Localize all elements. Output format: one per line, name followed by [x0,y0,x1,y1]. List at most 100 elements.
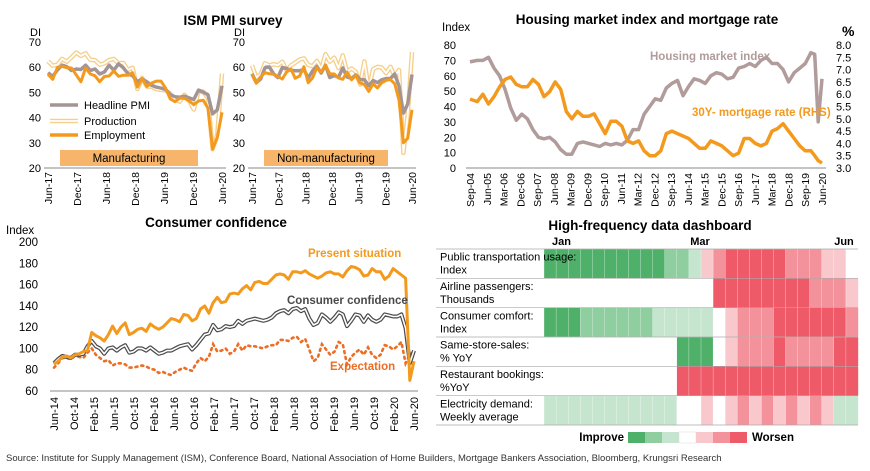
high-frequency-dashboard: Jan Mar Jun Public transportation usage: Ind… [436,236,859,444]
dashboard-cell [809,336,823,367]
dashboard-cell [773,248,787,279]
dashboard-cell [773,307,787,338]
confidence-xtick: Feb-16 [149,397,161,432]
housing-y2tick: 3.0 [836,163,851,175]
dashboard-cell [737,336,750,367]
housing-index-line [469,50,824,156]
ism-xtick: Dec-17 [72,172,84,206]
dashboard-legend-swatch [645,432,662,443]
dashboard-cell [833,278,847,309]
dashboard-row-label: Airline passengers: Thousands [440,281,534,306]
dashboard-cell [628,248,642,279]
dashboard-cell [640,336,654,367]
confidence-xtick: Jun-20 [409,397,421,431]
dashboard-cell [797,278,811,309]
dashboard-legend-swatch [628,432,645,443]
dashboard-cell [604,366,618,397]
dashboard-cell [725,307,738,338]
dashboard-title: High-frequency data dashboard [548,218,751,233]
dashboard-cell [676,307,690,338]
confidence-xtick: Jun-17 [229,397,241,431]
dashboard-cell [543,307,557,338]
expectation-label: Expectation [330,361,395,373]
dashboard-cell [568,278,581,309]
housing-xtick: Dec-15 [716,173,728,207]
housing-xtick: Sep-19 [800,173,812,207]
dashboard-cell [821,366,835,397]
dashboard-cell [604,278,618,309]
dashboard-cell [640,307,654,338]
ism-ytick: 70 [29,37,41,49]
confidence-xtick: Oct-15 [129,397,141,430]
ism-ytick: 30 [233,138,245,150]
dashboard-cell [725,278,738,309]
dashboard-cell [580,366,593,397]
dashboard-cell [821,395,835,426]
housing-xtick: Mar-09 [566,173,578,206]
confidence-title: Consumer confidence [145,215,287,230]
dashboard-cell [688,395,702,426]
ism-xtick: Dec-18 [327,172,339,206]
dashboard-cell [676,278,690,309]
dashboard-cell [604,307,618,338]
ism-xtick: Dec-19 [380,172,392,206]
confidence-xtick: Oct-18 [309,397,321,430]
dashboard-cell [749,366,762,397]
present-situation-label: Present situation [308,248,401,260]
confidence-ytick: 160 [19,280,38,292]
dashboard-cell [749,307,762,338]
dashboard-cell [785,278,799,309]
dashboard-cell [737,248,750,279]
dashboard-cell [785,366,799,397]
dashboard-cell [845,395,859,426]
dashboard-cell [688,248,702,279]
ism-panel-label-box [60,150,198,166]
ism-xtick: Jun-18 [300,172,312,204]
housing-y2tick: 5.5 [836,102,851,114]
confidence-ytick: 100 [19,343,38,355]
confidence-xtick: Feb-19 [329,397,341,432]
dashboard-row-label: Electricity demand: Weekly average [440,398,533,423]
dashboard-cell [543,278,557,309]
dashboard-cell [785,248,799,279]
housing-xtick: Mar-18 [767,173,779,206]
housing-xtick: Sep-10 [599,173,611,207]
dashboard-cell [809,248,823,279]
housing-xtick: Mar-12 [633,173,645,206]
dashboard-row-label: Same-store-sales:% YoY [440,340,529,365]
housing-xtick: Dec-18 [783,173,795,207]
dashboard-cell [592,307,605,338]
dashboard-cell [628,366,642,397]
dashboard-cell [676,366,690,397]
dashboard-cell [821,278,835,309]
dashboard-cell [652,395,666,426]
confidence-xtick: Oct-14 [69,397,81,430]
consumer-confidence-line-inner [53,307,415,365]
dashboard-row-label: Consumer comfort: Index [440,310,534,335]
housing-y2tick: 6.5 [836,77,851,89]
housing-y2tick: 6.0 [836,89,851,101]
dashboard-cell [797,366,811,397]
ism-pmi-chart: DI 20 30 40 50 60 70 Jun-17 Dec-17 Jun-18 Dec-18 Ju… [29,27,419,206]
dashboard-cell [749,248,762,279]
housing-ytick: 80 [444,40,456,52]
dashboard-cell [785,336,799,367]
dashboard-cell [652,278,666,309]
dashboard-cell [616,278,630,309]
housing-xtick: Jun-08 [549,173,561,205]
dashboard-cell [592,248,605,279]
housing-xtick: Sep-16 [733,173,745,207]
dashboard-cell [664,307,678,338]
expectation-line [52,335,416,377]
ism-ylabel: DI [234,27,245,39]
ism-panel-label-box [264,150,388,166]
dashboard-cell [676,395,690,426]
dashboard-cell [700,248,714,279]
dashboard-cell [712,336,726,367]
housing-xtick: Dec-12 [649,173,661,207]
dashboard-cell [676,248,690,279]
confidence-ytick: 60 [25,386,38,398]
dashboard-cell [568,336,581,367]
confidence-xtick: Jun-14 [49,397,61,431]
